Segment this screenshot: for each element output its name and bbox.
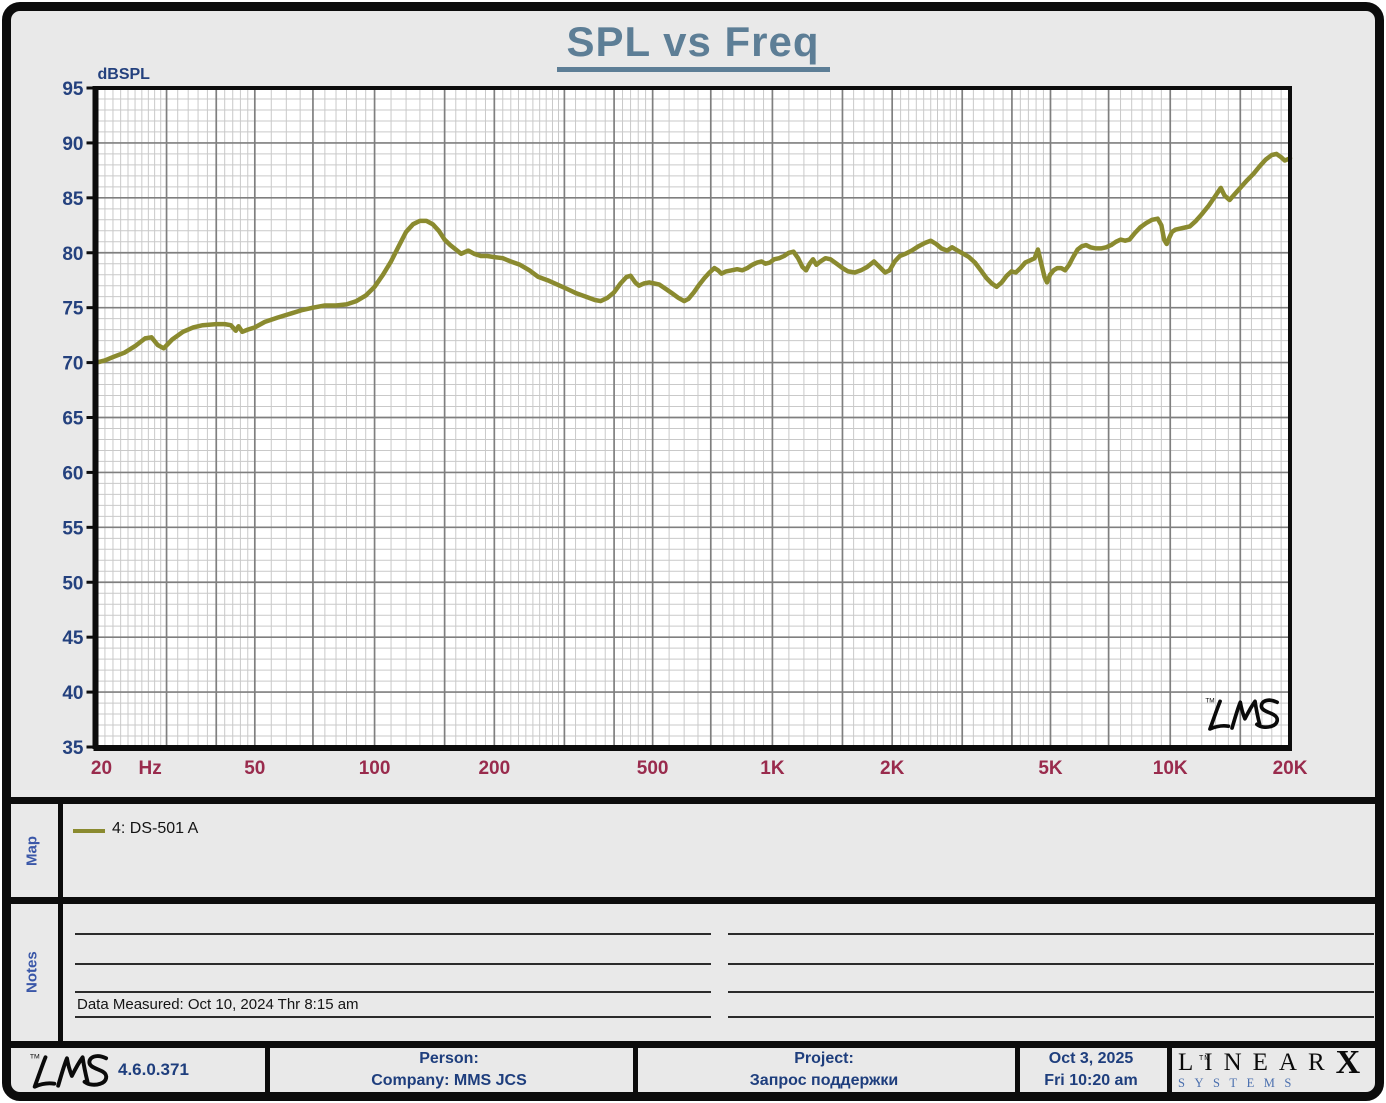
- report-time: Fri 10:20 am: [1044, 1072, 1138, 1089]
- x-tick-label: 2K: [880, 758, 905, 779]
- trademark-symbol: TM: [1205, 697, 1214, 704]
- legend-label: 4: DS-501 A: [112, 820, 199, 837]
- x-tick-labels: 20 50 100 200 500 1K 2K 5K 10K 20K: [91, 758, 1308, 779]
- software-version: 4.6.0.371: [118, 1060, 189, 1079]
- y-tick-label: 80: [62, 244, 83, 265]
- trademark-symbol: TM: [1199, 1055, 1212, 1062]
- lms-letter-s: [1255, 698, 1280, 729]
- y-tick-label: 70: [62, 354, 83, 375]
- footer-divider: [1167, 1041, 1172, 1095]
- x-tick-label: 100: [359, 758, 391, 779]
- y-tick-label: 95: [62, 79, 84, 100]
- footer-person-cell: Person: Company: MMS JCS: [267, 1048, 631, 1092]
- lms-letter-m: [56, 1055, 90, 1088]
- y-tick-label: 65: [62, 409, 84, 430]
- lms-letter-s: [82, 1054, 109, 1087]
- notes-rule-line: [75, 933, 711, 935]
- linearx-x-glyph: X: [1335, 1044, 1361, 1081]
- separator-map-notes: [9, 897, 1377, 904]
- separator-chart-map: [9, 797, 1377, 804]
- notes-rule-line: [75, 991, 711, 993]
- footer-divider: [1015, 1041, 1020, 1095]
- x-tick-label: 1K: [760, 758, 785, 779]
- y-tick-label: 90: [62, 134, 83, 155]
- linearx-systems-logo: LINEARX TM SYSTEMS: [1178, 1046, 1374, 1092]
- x-tick-label: 200: [478, 758, 510, 779]
- footer-project-cell: Project: Запрос поддержки: [635, 1048, 1013, 1092]
- linearx-wordmark: LINEARX TM: [1178, 1046, 1374, 1080]
- lms-logo: TM: [30, 1053, 109, 1089]
- x-tick-label: 10K: [1153, 758, 1188, 779]
- lms-logo: TM: [30, 1053, 109, 1089]
- notes-rule-line: [728, 1016, 1374, 1018]
- y-axis-title: dBSPL: [98, 66, 151, 83]
- spl-curve: [94, 151, 1293, 365]
- person-label: Person:: [419, 1050, 479, 1068]
- separator-notes-footer: [9, 1041, 1377, 1048]
- y-tick-label: 85: [62, 189, 84, 210]
- notes-panel-divider: [58, 897, 63, 1048]
- grid-major: [96, 88, 1290, 747]
- x-tick-label: 50: [244, 758, 265, 779]
- data-measured-text: Data Measured: Oct 10, 2024 Thr 8:15 am: [77, 996, 359, 1013]
- x-axis-unit-label: Hz: [139, 758, 162, 779]
- notes-rule-line: [75, 1016, 711, 1018]
- lms-letter-l: [32, 1055, 57, 1089]
- linear-text: LINEAR: [1178, 1049, 1336, 1076]
- notes-rule-line: [728, 991, 1374, 993]
- trademark-symbol: TM: [30, 1053, 40, 1060]
- lms-letter-m: [1230, 699, 1262, 730]
- x-tick-label: 5K: [1038, 758, 1063, 779]
- notes-rule-line: [728, 933, 1374, 935]
- y-tick-label: 45: [62, 628, 84, 649]
- y-tick-label: 35: [62, 738, 84, 759]
- legend-swatch: [73, 829, 105, 833]
- notes-panel-label: Notes: [23, 951, 41, 994]
- x-tick-label: 20: [91, 758, 112, 779]
- y-tick-label: 40: [62, 683, 83, 704]
- report-date: Oct 3, 2025: [1048, 1050, 1134, 1068]
- lms-logo: TM: [1205, 697, 1280, 731]
- x-tick-label: 500: [637, 758, 669, 779]
- notes-rule-line: [728, 963, 1374, 965]
- notes-rule-line: [75, 963, 711, 965]
- footer-divider: [265, 1041, 270, 1095]
- project-label: Project:: [794, 1050, 854, 1068]
- company-value: Company: MMS JCS: [371, 1072, 527, 1089]
- chart-title: SPL vs Freq: [556, 18, 830, 72]
- map-panel-label: Map: [23, 836, 41, 866]
- project-value: Запрос поддержки: [749, 1072, 899, 1089]
- y-tick-label: 55: [62, 518, 84, 539]
- y-tick-label: 60: [62, 463, 83, 484]
- y-tick-labels: 95 90 85 80 75 70 65 60 55 50 45 40 35: [62, 79, 84, 759]
- footer-datetime-cell: Oct 3, 2025 Fri 10:20 am: [1017, 1048, 1165, 1092]
- chart-title-row: SPL vs Freq: [0, 18, 1386, 72]
- footer-divider: [633, 1041, 638, 1095]
- y-tick-label: 50: [62, 573, 83, 594]
- lms-letter-l: [1208, 699, 1231, 731]
- systems-text: SYSTEMS: [1178, 1076, 1301, 1090]
- map-panel-divider: [58, 797, 63, 904]
- y-tick-label: 75: [62, 299, 84, 320]
- x-tick-label: 20K: [1273, 758, 1308, 779]
